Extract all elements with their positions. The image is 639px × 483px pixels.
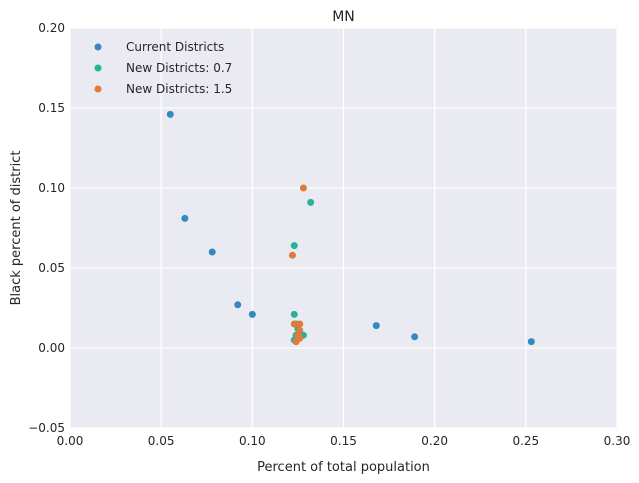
x-tick-label: 0.10 xyxy=(239,434,266,448)
data-point xyxy=(248,310,256,318)
data-point xyxy=(181,214,189,222)
grid xyxy=(69,27,618,429)
y-tick-label: 0.20 xyxy=(38,21,65,35)
chart-title: MN xyxy=(332,9,355,25)
data-point xyxy=(372,322,380,330)
x-tick-label: 0.30 xyxy=(604,434,631,448)
legend-label: New Districts: 0.7 xyxy=(126,61,232,75)
data-point xyxy=(290,242,298,250)
x-tick-label: 0.00 xyxy=(57,434,84,448)
data-point xyxy=(166,110,174,118)
y-tick-label: 0.05 xyxy=(38,261,65,275)
data-points xyxy=(166,110,535,346)
x-tick-label: 0.15 xyxy=(330,434,357,448)
y-tick-label: 0.10 xyxy=(38,181,65,195)
data-point xyxy=(299,184,307,192)
data-point xyxy=(288,251,296,259)
x-tick-label: 0.05 xyxy=(148,434,175,448)
legend-label: Current Districts xyxy=(126,40,224,54)
data-point xyxy=(527,338,535,346)
x-tick-label: 0.25 xyxy=(512,434,539,448)
data-point xyxy=(290,310,298,318)
data-point xyxy=(208,248,216,256)
data-point xyxy=(411,333,419,341)
legend: Current Districts New Districts: 0.7 New D… xyxy=(94,40,232,96)
legend-marker xyxy=(94,85,102,93)
data-point xyxy=(234,301,242,309)
y-tick-label: 0.00 xyxy=(38,341,65,355)
series-3 xyxy=(288,184,307,346)
legend-label: New Districts: 1.5 xyxy=(126,82,232,96)
legend-marker xyxy=(94,64,102,72)
x-axis-label: Percent of total population xyxy=(257,460,430,475)
y-tick-labels: −0.05 0.00 0.05 0.10 0.15 0.20 xyxy=(28,21,65,435)
series-1 xyxy=(166,110,535,346)
y-axis-label: Black percent of district xyxy=(9,151,24,306)
y-tick-label: 0.15 xyxy=(38,101,65,115)
x-tick-label: 0.20 xyxy=(421,434,448,448)
data-point xyxy=(290,320,298,328)
data-point xyxy=(292,338,300,346)
data-point xyxy=(307,198,315,206)
x-tick-labels: 0.00 0.05 0.10 0.15 0.20 0.25 0.30 xyxy=(57,434,631,448)
y-tick-label: −0.05 xyxy=(28,421,65,435)
legend-marker xyxy=(94,43,102,51)
data-point xyxy=(296,320,304,328)
